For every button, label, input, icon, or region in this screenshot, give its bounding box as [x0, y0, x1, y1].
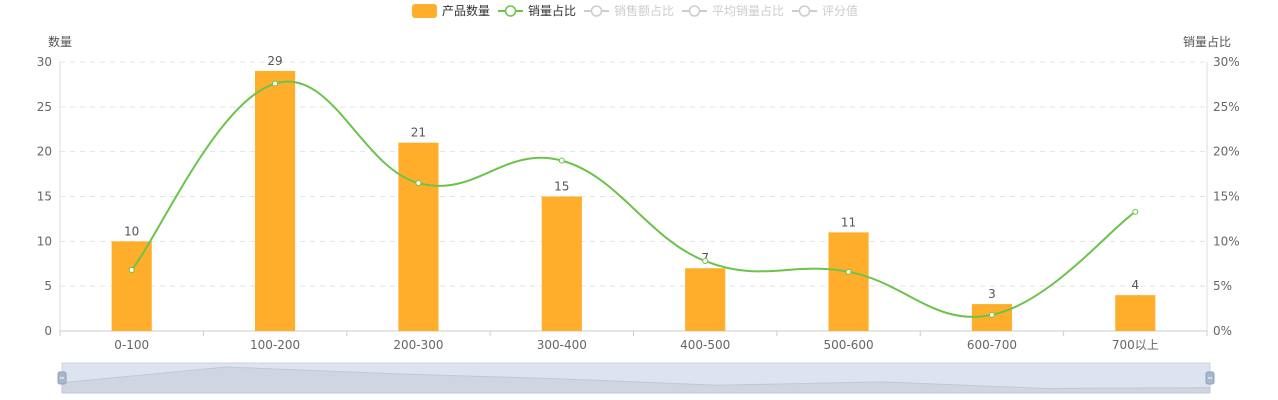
legend-line-marker [590, 5, 603, 17]
y-axis-right-tick-label: 25% [1213, 100, 1240, 114]
line-point-2[interactable] [415, 180, 422, 187]
y-axis-left-tick-label: 30 [37, 55, 52, 69]
x-axis-tick-label: 300-400 [537, 338, 587, 352]
line-point-0[interactable] [128, 267, 135, 274]
zoom-data-shadow [61, 366, 1211, 394]
legend-label: 评分值 [822, 3, 858, 18]
line-point-4[interactable] [702, 258, 709, 265]
data-zoom-slider[interactable] [57, 362, 1215, 394]
y-axis-right-tick-label: 10% [1213, 234, 1240, 248]
legend-item-2[interactable]: 销售额占比 [584, 3, 674, 18]
y-axis-left-tick-label: 25 [37, 100, 52, 114]
bar-value-label: 10 [124, 224, 139, 238]
x-axis-tick-label: 500-600 [823, 338, 873, 352]
bar-value-label: 4 [1131, 278, 1139, 292]
legend-label: 销售额占比 [614, 3, 674, 18]
legend-item-1[interactable]: 销量占比 [498, 3, 576, 18]
y-axis-right-tick-label: 30% [1213, 55, 1240, 69]
line-point-6[interactable] [988, 311, 995, 318]
bar-series: 1029211571134 [111, 54, 1156, 332]
bar-value-label: 11 [841, 215, 856, 229]
bar-1[interactable] [254, 70, 296, 331]
line-point-5[interactable] [845, 268, 852, 275]
legend-label: 产品数量 [442, 3, 490, 18]
bar-2[interactable] [398, 142, 439, 331]
x-axis-tick-label: 200-300 [393, 338, 443, 352]
legend-item-4[interactable]: 评分值 [792, 3, 858, 18]
y-axis-right-tick-label: 5% [1213, 279, 1232, 293]
line-point-7[interactable] [1132, 208, 1139, 215]
legend: 产品数量 销量占比 销售额占比 平均销量占比 评分值 [412, 3, 858, 18]
bar-value-label: 3 [988, 287, 996, 301]
y-axis-left-tick-label: 15 [37, 190, 52, 204]
legend-line-marker [798, 5, 811, 17]
y-axis-right-tick-label: 20% [1213, 145, 1240, 159]
bar-value-label: 29 [267, 54, 282, 68]
line-point-1[interactable] [272, 80, 279, 87]
grid [60, 61, 1207, 287]
bar-value-label: 15 [554, 180, 569, 194]
x-axis-tick-label: 700以上 [1112, 338, 1159, 352]
bar-value-label: 21 [411, 126, 426, 140]
bar-0[interactable] [111, 241, 152, 331]
bar-4[interactable] [685, 268, 726, 331]
line-series [128, 80, 1139, 318]
x-axis-tick-label: 0-100 [114, 338, 149, 352]
y-axis-left-tick-label: 20 [37, 145, 52, 159]
line-point-3[interactable] [558, 157, 565, 164]
bar-5[interactable] [828, 232, 869, 331]
legend-line-marker [504, 5, 517, 17]
x-axis-tick-label: 400-500 [680, 338, 730, 352]
legend-item-3[interactable]: 平均销量占比 [682, 3, 784, 18]
legend-bar-swatch [412, 4, 437, 18]
y-axis-right-name: 销量占比 [1183, 34, 1231, 49]
axes: 数量 销量占比 0 5 10 15 20 25 30 0% 5% 10% 15% 20% 25% 30% 0-1… [37, 34, 1240, 352]
y-axis-left-tick-label: 5 [44, 279, 52, 293]
bar-3[interactable] [541, 196, 582, 332]
x-axis-tick-label: 600-700 [967, 338, 1017, 352]
bar-7[interactable] [1115, 295, 1156, 331]
legend-line-marker [688, 5, 701, 17]
x-axis-tick-label: 100-200 [250, 338, 300, 352]
y-axis-left-tick-label: 0 [44, 324, 52, 338]
legend-label: 平均销量占比 [712, 3, 784, 18]
legend-label: 销量占比 [528, 3, 576, 18]
y-axis-right-tick-label: 0% [1213, 324, 1232, 338]
y-axis-left-name: 数量 [48, 34, 72, 49]
legend-item-0[interactable]: 产品数量 [412, 3, 490, 18]
y-axis-left-tick-label: 10 [37, 234, 52, 248]
y-axis-right-tick-label: 15% [1213, 190, 1240, 204]
